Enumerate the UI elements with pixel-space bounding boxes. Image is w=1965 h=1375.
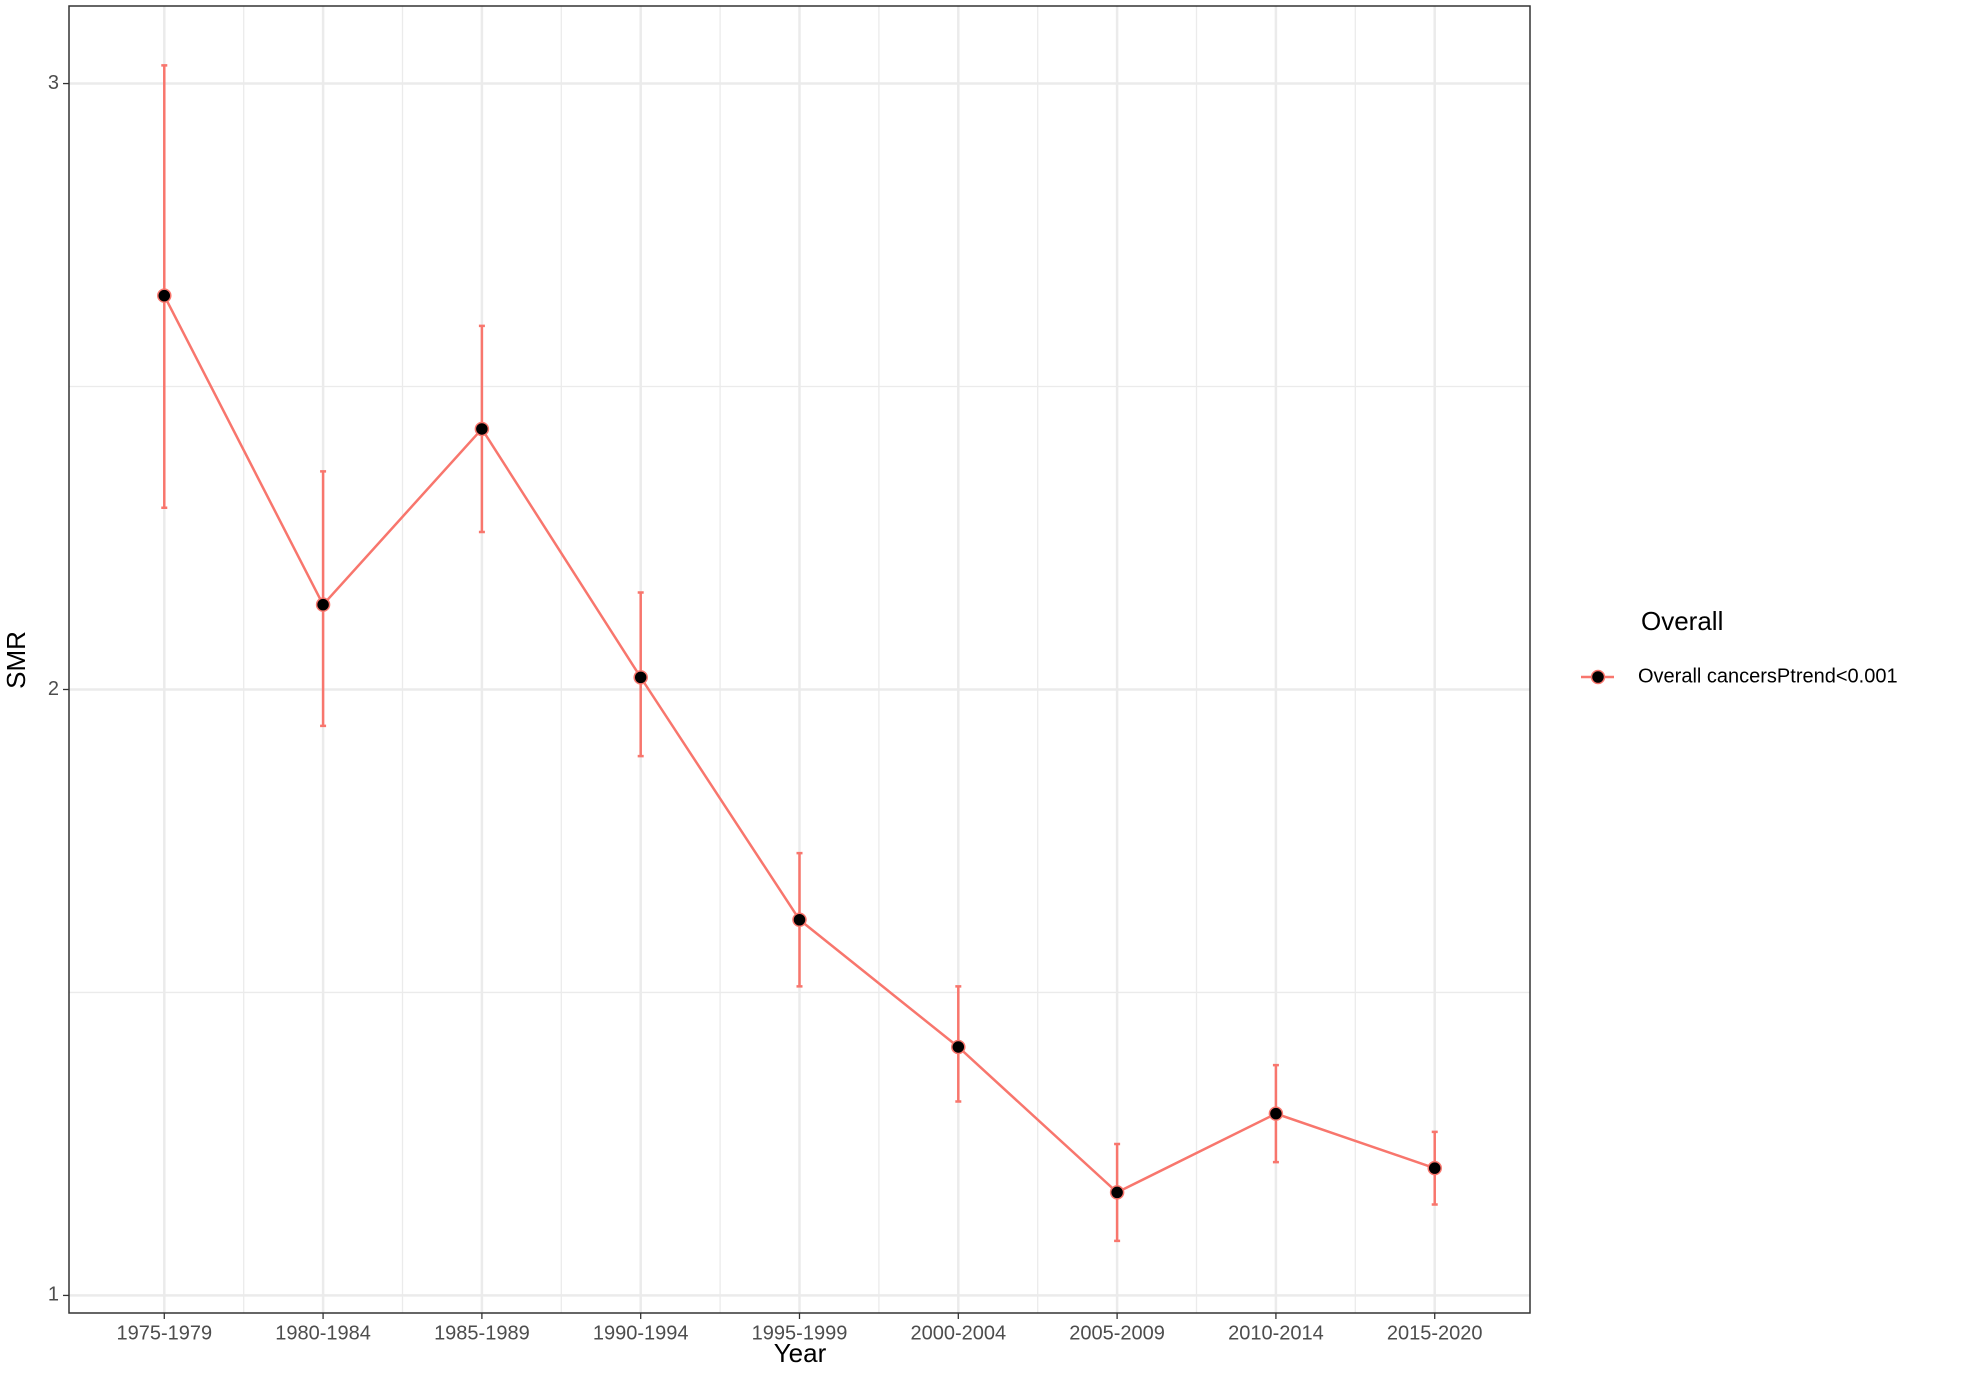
- x-tick-label: 1975-1979: [116, 1322, 212, 1344]
- y-tick-label: 1: [48, 1284, 59, 1306]
- point: [315, 597, 331, 612]
- legend-title: Overall: [1641, 606, 1723, 636]
- point: [633, 670, 648, 685]
- plot-border: [68, 5, 1531, 1314]
- x-tick-label: 1990-1994: [593, 1322, 689, 1344]
- legend-point: [1590, 669, 1606, 685]
- x-tick-label: 1995-1999: [752, 1322, 848, 1344]
- x-tick-label: 2005-2009: [1069, 1322, 1165, 1344]
- x-tick-label: 1985-1989: [434, 1322, 530, 1344]
- error-bar: [161, 64, 168, 509]
- legend-label: Overall cancersPtrend<0.001: [1638, 665, 1898, 687]
- x-tick-label: 1980-1984: [275, 1322, 371, 1344]
- point: [1109, 1185, 1125, 1200]
- point: [951, 1039, 966, 1055]
- point: [474, 421, 490, 437]
- point: [1427, 1160, 1442, 1176]
- y-axis-title: SMR: [1, 631, 31, 689]
- y-tick-label: 2: [48, 678, 59, 700]
- x-tick-label: 2015-2020: [1387, 1322, 1483, 1344]
- point: [1268, 1106, 1284, 1121]
- x-axis-title: Year: [774, 1338, 827, 1368]
- x-tick-label: 2010-2014: [1228, 1322, 1324, 1344]
- point: [157, 288, 172, 303]
- x-tick-label: 2000-2004: [910, 1322, 1006, 1344]
- point: [792, 912, 807, 927]
- y-tick-label: 3: [48, 72, 59, 94]
